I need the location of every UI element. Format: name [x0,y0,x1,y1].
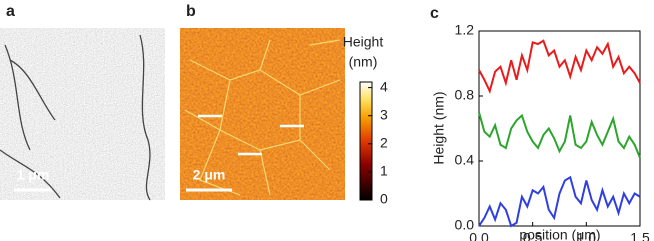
texture-lines [184,39,341,196]
x-tick-label: 0.0 [469,230,489,241]
line-chart: Height (nm) position (μm) 0.0 0.4 0.8 1.2 0.… [431,22,650,241]
colorbar-tick-label: 4 [380,78,388,94]
data-line [478,111,641,159]
panel-b: 2 μm Height (nm) 0 1 2 3 4 [180,28,388,207]
y-tick-label: 0.4 [455,152,475,168]
y-tick-label: 0.0 [455,217,475,233]
scale-bar-label: 2 μm [193,167,226,183]
data-line [478,39,641,94]
x-axis-label: position (μm) [519,227,600,241]
panel-label: a [6,3,15,20]
y-tick-label: 1.2 [455,22,475,38]
tem-image [0,28,165,200]
x-tick-label: 0.5 [523,230,543,241]
afm-image [180,28,345,200]
y-tick-label: 0.8 [455,87,475,103]
y-axis-label: Height (nm) [431,91,447,164]
panel-label: c [430,5,439,22]
colorbar-tick-label: 1 [380,163,388,179]
colorbar-tick-label: 3 [380,106,388,122]
colorbar-tick-label: 2 [380,135,388,151]
x-tick-label: 1.5 [630,230,650,241]
colorbar-ticks: 0 1 2 3 4 [368,78,388,207]
colorbar-tick-label: 0 [380,191,388,207]
panel-label: b [186,3,196,20]
plot-frame [478,30,641,227]
colorbar-label: Height [343,34,384,50]
scale-bar-label: 1 μm [17,167,50,183]
colorbar [359,81,373,201]
panel-a: 1 μm [0,28,165,201]
x-tick-label: 1.0 [577,230,597,241]
colorbar-label: (nm) [349,54,378,70]
texture-lines [0,34,151,201]
data-line [478,175,641,228]
